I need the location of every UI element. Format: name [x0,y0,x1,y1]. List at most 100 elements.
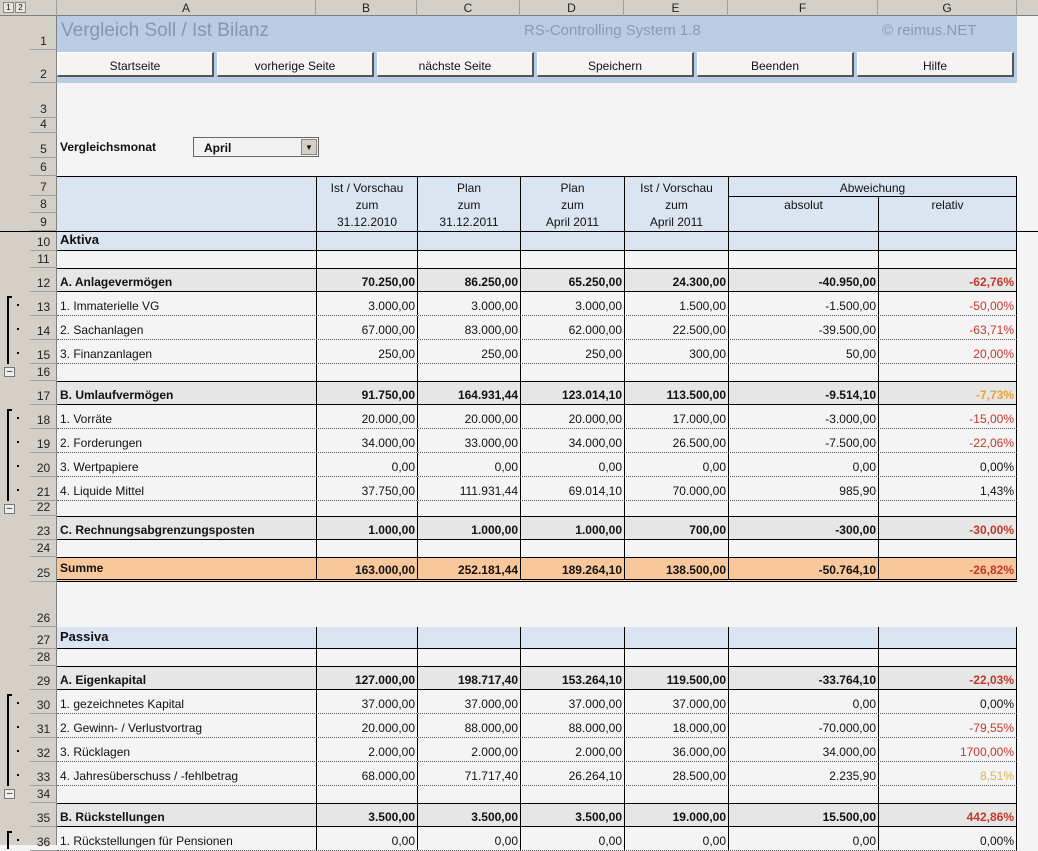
value-cell[interactable] [624,251,728,268]
value-cell[interactable]: 37.000,00 [624,690,728,713]
row-label[interactable]: A. Anlagevermögen [60,275,173,289]
value-cell[interactable]: 37.000,00 [520,690,624,713]
collapse-group-button[interactable]: – [4,789,15,799]
chevron-down-icon[interactable]: ▼ [301,139,317,155]
collapse-group-button[interactable]: – [4,504,15,514]
row-header[interactable]: 25 [30,557,57,582]
row-header[interactable]: 9 [30,213,57,231]
value-cell[interactable]: 189.264,10 [520,558,624,579]
row-header[interactable]: 17 [30,381,57,405]
value-cell[interactable] [316,231,417,250]
absolute-deviation-cell[interactable] [728,501,878,516]
value-cell[interactable]: 34.000,00 [520,429,624,452]
row-header[interactable]: 31 [30,714,57,738]
row-header[interactable]: 2 [30,50,57,83]
row-label[interactable]: C. Rechnungsabgrenzungsposten [60,523,255,537]
value-cell[interactable]: 0,00 [624,453,728,476]
value-cell[interactable]: 36.000,00 [624,738,728,761]
outline-level-1-button[interactable]: 1 [3,2,14,13]
row-label[interactable]: 3. Finanzanlagen [60,347,153,361]
row-label[interactable] [57,501,316,516]
relative-deviation-cell[interactable]: -26,82% [878,558,1017,579]
value-cell[interactable]: 2.000,00 [417,738,520,761]
value-cell[interactable]: 3.000,00 [417,292,520,315]
row-label[interactable]: Aktiva [60,232,100,247]
row-label[interactable] [57,251,316,268]
value-cell[interactable]: 86.250,00 [417,269,520,291]
column-header-e[interactable]: E [624,0,728,16]
value-cell[interactable]: 68.000,00 [316,762,417,785]
value-cell[interactable]: 300,00 [624,340,728,363]
row-header[interactable]: 14 [30,316,57,340]
value-cell[interactable]: 123.014,10 [520,382,624,404]
value-cell[interactable] [417,627,520,648]
relative-deviation-cell[interactable]: -30,00% [878,517,1017,539]
absolute-deviation-cell[interactable]: 15.500,00 [728,804,878,826]
value-cell[interactable] [624,364,728,381]
value-cell[interactable]: 62.000,00 [520,316,624,339]
value-cell[interactable]: 2.000,00 [316,738,417,761]
relative-deviation-cell[interactable]: -22,03% [878,667,1017,689]
absolute-deviation-cell[interactable]: 0,00 [728,690,878,713]
value-cell[interactable]: 88.000,00 [417,714,520,737]
column-header-a[interactable]: A [57,0,316,16]
relative-deviation-cell[interactable]: -50,00% [878,292,1017,315]
startseite-button[interactable]: Startseite [57,52,214,77]
value-cell[interactable]: 113.500,00 [624,382,728,404]
row-header[interactable]: 10 [30,231,57,251]
previous-page-button[interactable]: vorherige Seite [217,52,374,77]
value-cell[interactable]: 3.500,00 [417,804,520,826]
row-label[interactable]: 2. Sachanlagen [60,323,144,337]
value-cell[interactable]: 37.000,00 [316,690,417,713]
row-header[interactable]: 22 [30,500,57,516]
absolute-deviation-cell[interactable]: -40.950,00 [728,269,878,291]
value-cell[interactable]: 3.500,00 [520,804,624,826]
absolute-deviation-cell[interactable]: 2.235,90 [728,762,878,785]
value-cell[interactable] [624,501,728,516]
exit-button[interactable]: Beenden [697,52,854,77]
column-header-c[interactable]: C [417,0,520,16]
relative-deviation-cell[interactable]: 8,51% [878,762,1017,785]
value-cell[interactable]: 70.250,00 [316,269,417,291]
value-cell[interactable] [316,501,417,516]
value-cell[interactable] [316,649,417,666]
value-cell[interactable] [520,540,624,557]
row-header[interactable]: 30 [30,690,57,714]
row-label[interactable]: 3. Rücklagen [60,745,131,759]
value-cell[interactable]: 164.931,44 [417,382,520,404]
value-cell[interactable]: 34.000,00 [316,429,417,452]
select-all-corner[interactable] [30,0,57,16]
absolute-deviation-cell[interactable] [728,786,878,803]
absolute-deviation-cell[interactable] [728,231,878,250]
row-label[interactable]: 1. Rückstellungen für Pensionen [60,834,233,848]
value-cell[interactable]: 3.000,00 [520,292,624,315]
value-cell[interactable]: 88.000,00 [520,714,624,737]
value-cell[interactable]: 198.717,40 [417,667,520,689]
value-cell[interactable] [520,649,624,666]
row-header[interactable]: 28 [30,649,57,666]
value-cell[interactable] [520,251,624,268]
row-header[interactable]: 20 [30,453,57,477]
relative-deviation-cell[interactable] [878,231,1017,250]
row-label[interactable]: A. Eigenkapital [60,673,147,687]
row-header[interactable]: 12 [30,268,57,292]
value-cell[interactable]: 2.000,00 [520,738,624,761]
value-cell[interactable]: 65.250,00 [520,269,624,291]
value-cell[interactable] [316,540,417,557]
value-cell[interactable]: 0,00 [316,827,417,850]
value-cell[interactable]: 26.500,00 [624,429,728,452]
value-cell[interactable] [316,251,417,268]
absolute-deviation-cell[interactable]: -33.764,10 [728,667,878,689]
absolute-deviation-cell[interactable]: -1.500,00 [728,292,878,315]
relative-deviation-cell[interactable] [878,251,1017,268]
value-cell[interactable] [417,786,520,803]
absolute-deviation-cell[interactable] [728,540,878,557]
value-cell[interactable]: 250,00 [520,340,624,363]
value-cell[interactable] [520,231,624,250]
save-button[interactable]: Speichern [537,52,694,77]
value-cell[interactable]: 0,00 [520,453,624,476]
row-header[interactable]: 1 [30,16,57,50]
row-header[interactable]: 29 [30,666,57,690]
help-button[interactable]: Hilfe [857,52,1014,77]
row-header[interactable]: 15 [30,340,57,364]
